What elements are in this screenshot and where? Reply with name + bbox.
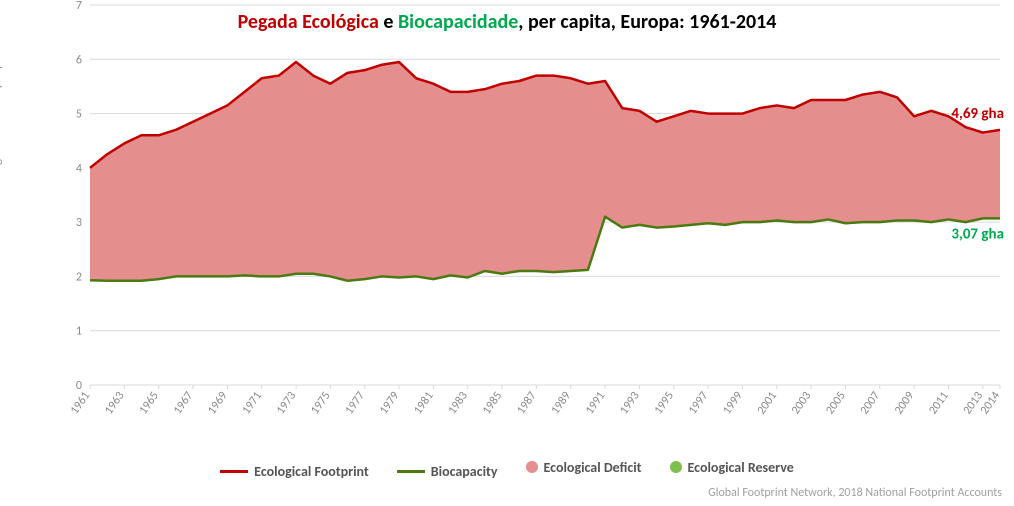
svg-text:1969: 1969	[205, 389, 230, 417]
svg-text:1991: 1991	[583, 389, 608, 417]
y-axis-label: global hectares per person	[0, 0, 4, 200]
legend-line-swatch	[397, 470, 425, 473]
svg-text:1961: 1961	[68, 389, 93, 417]
svg-text:1987: 1987	[514, 389, 539, 417]
svg-text:2007: 2007	[858, 389, 883, 417]
svg-text:6: 6	[76, 53, 82, 67]
svg-text:7: 7	[76, 0, 82, 13]
svg-text:1963: 1963	[102, 389, 127, 417]
svg-text:3: 3	[76, 216, 82, 230]
svg-text:1977: 1977	[343, 389, 368, 417]
legend-item: Ecological Footprint	[220, 463, 369, 480]
svg-text:2003: 2003	[789, 389, 814, 417]
svg-text:1971: 1971	[240, 389, 265, 417]
svg-text:1967: 1967	[171, 389, 196, 417]
svg-text:1997: 1997	[686, 389, 711, 417]
legend-item: Biocapacity	[397, 463, 498, 480]
svg-text:1975: 1975	[308, 389, 333, 417]
svg-text:1981: 1981	[411, 389, 436, 417]
svg-text:1995: 1995	[652, 389, 677, 417]
chart-plot: 01234567 1961196319651967196919711973197…	[60, 0, 1014, 430]
svg-text:1979: 1979	[377, 389, 402, 417]
svg-text:2005: 2005	[823, 389, 848, 417]
legend-label: Ecological Reserve	[688, 459, 794, 476]
legend-label: Biocapacity	[431, 463, 498, 480]
legend-line-swatch	[220, 470, 248, 473]
svg-text:2009: 2009	[892, 389, 917, 417]
legend-item: Ecological Reserve	[670, 459, 794, 476]
legend-label: Ecological Footprint	[254, 463, 369, 480]
legend-dot-swatch	[670, 461, 682, 473]
chart-legend: Ecological Footprint Biocapacity Ecologica…	[0, 459, 1014, 481]
svg-text:5: 5	[76, 108, 82, 122]
svg-text:2001: 2001	[755, 389, 780, 417]
svg-text:1999: 1999	[720, 389, 745, 417]
chart-credit: Global Footprint Network, 2018 National …	[708, 486, 1002, 500]
legend-dot-swatch	[526, 461, 538, 473]
svg-text:1965: 1965	[137, 389, 162, 417]
svg-text:2014: 2014	[978, 389, 1003, 417]
legend-item: Ecological Deficit	[526, 459, 642, 476]
svg-text:2: 2	[76, 270, 82, 284]
svg-text:4,69 gha: 4,69 gha	[951, 105, 1004, 123]
chart-container: Pegada Ecológica e Biocapacidade, per ca…	[0, 0, 1014, 506]
x-ticks: 1961 1963 1965 1967 1969 1971 1973 1975 1977 1979…	[68, 385, 1003, 417]
svg-text:1973: 1973	[274, 389, 299, 417]
y-ticks: 01234567	[76, 0, 82, 393]
svg-text:1993: 1993	[617, 389, 642, 417]
svg-text:1989: 1989	[549, 389, 574, 417]
svg-text:1: 1	[76, 325, 82, 339]
legend-label: Ecological Deficit	[544, 459, 642, 476]
svg-text:1985: 1985	[480, 389, 505, 417]
svg-text:1983: 1983	[446, 389, 471, 417]
svg-text:2011: 2011	[926, 389, 951, 417]
svg-text:3,07 gha: 3,07 gha	[951, 225, 1004, 243]
svg-text:4: 4	[76, 162, 82, 176]
